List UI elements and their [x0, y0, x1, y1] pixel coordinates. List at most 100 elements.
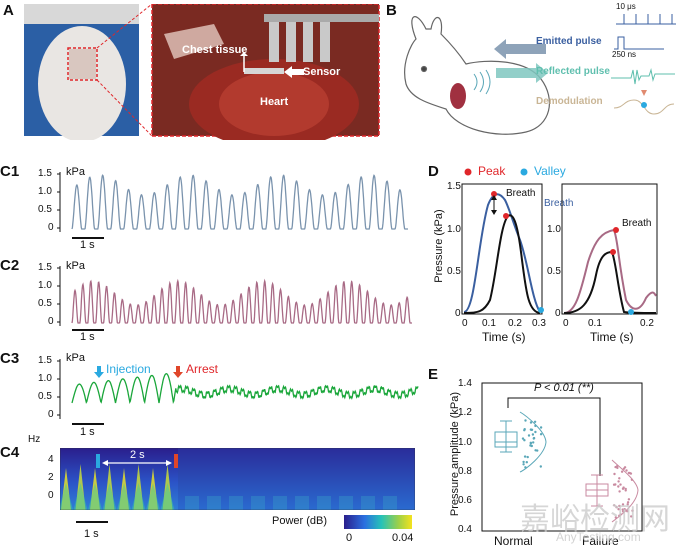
spectrogram-band	[131, 483, 146, 510]
normal-dot	[539, 426, 543, 429]
normal-dot	[539, 465, 542, 468]
label-sensor: Sensor	[303, 66, 341, 78]
d-xtick: 0.2	[508, 318, 522, 329]
normal-dot	[524, 419, 527, 422]
c1-ytick: 1.0	[38, 186, 52, 197]
legend-valley-icon	[520, 168, 528, 176]
c2-ytick: 0	[48, 316, 54, 327]
spectrogram-band	[146, 483, 160, 510]
e-xcat-normal: Normal	[494, 534, 533, 548]
d-breath-left: Breath	[506, 188, 536, 199]
e-xcat-failure: Failure	[582, 534, 619, 548]
failure-dot	[621, 508, 624, 511]
spectrogram-band	[60, 483, 73, 510]
spectrogram-band	[361, 496, 375, 510]
c1-ytick: 1.5	[38, 168, 52, 179]
failure-dot	[626, 501, 630, 504]
label-250ns: 250 ns	[612, 50, 637, 59]
spectrogram-band	[273, 496, 287, 510]
chest-arrow-icon	[240, 52, 248, 72]
normal-dot	[530, 428, 533, 431]
failure-dot	[613, 504, 616, 507]
e-ytick: 1.0	[458, 437, 472, 448]
d-xlabel-left: Time (s)	[482, 330, 526, 344]
c4-ytick: 0	[48, 490, 54, 501]
c3-unit: kPa	[66, 352, 85, 364]
spectrogram-band	[251, 496, 265, 510]
failure-dot	[616, 464, 619, 468]
spectrogram-band	[317, 496, 331, 510]
arrest-label: Arrest	[186, 362, 219, 376]
e-ytick: 1.2	[458, 407, 472, 418]
failure-dot	[616, 466, 619, 470]
d-breath-right: Breath	[622, 218, 652, 229]
d-ytick: 0	[455, 308, 461, 319]
d-right-peak	[613, 227, 619, 233]
e-ytick: 0.6	[458, 495, 472, 506]
injection-label: Injection	[106, 362, 151, 376]
c4-ytick: 4	[48, 454, 54, 465]
watermark-main: 嘉峪检测网	[520, 503, 670, 536]
normal-dot	[531, 433, 535, 436]
normal-dot	[534, 449, 537, 452]
normal-dot	[534, 424, 537, 428]
failure-dot	[620, 470, 624, 473]
failure-dot	[618, 490, 621, 493]
failure-dot	[630, 515, 633, 518]
sensor-arrow-icon	[284, 66, 304, 78]
panel-e-label: E	[428, 366, 439, 383]
normal-dot	[529, 421, 533, 424]
failure-dot	[613, 472, 616, 476]
legend-valley: Valley	[534, 164, 566, 178]
d-xtick: 0.3	[532, 318, 546, 329]
e-pvalue: P < 0.01 (**)	[534, 382, 594, 394]
failure-dot	[631, 509, 634, 512]
c2-ytick: 1.5	[38, 262, 52, 273]
spectrogram-band	[160, 483, 175, 510]
panel-c1-label: C1	[0, 163, 20, 180]
c4-interval-arrow-icon	[96, 454, 178, 468]
normal-dot	[534, 430, 537, 434]
d-ytick: 0.5	[547, 266, 561, 277]
failure-dot	[628, 471, 631, 475]
normal-dot	[521, 437, 525, 440]
c4-colorbar	[344, 515, 412, 529]
c2-trace	[71, 278, 412, 324]
d-xlabel-right: Time (s)	[590, 330, 634, 344]
c2-scale-label: 1 s	[80, 331, 95, 343]
c1-ytick: 0.5	[38, 204, 52, 215]
panel-b-label: B	[386, 2, 397, 19]
normal-dot	[523, 455, 527, 458]
spectrogram-band	[117, 483, 131, 510]
c4-ytick: 2	[48, 472, 54, 483]
normal-dot	[529, 444, 532, 447]
normal-dot	[522, 463, 525, 466]
normal-dot	[523, 428, 526, 431]
c1-trace	[71, 174, 408, 230]
failure-dot	[627, 498, 631, 501]
spectrogram-band	[102, 483, 117, 510]
d-right-mauve-curve	[563, 228, 657, 314]
c2-ytick: 0.5	[38, 298, 52, 309]
e-ytick: 0.8	[458, 466, 472, 477]
normal-dot	[523, 439, 526, 442]
normal-dot	[532, 441, 535, 444]
failure-dot	[624, 489, 627, 492]
failure-dot	[618, 477, 621, 480]
panel-c4-label: C4	[0, 444, 20, 461]
legend-peak-icon	[464, 168, 472, 176]
colorbar-min: 0	[346, 532, 353, 544]
d-ytick: 1.5	[447, 181, 461, 192]
spectrogram-band	[207, 496, 221, 510]
d-ytick: 0.5	[447, 266, 461, 277]
d-xtick: 0	[462, 318, 468, 329]
c2-ytick: 1.0	[38, 280, 52, 291]
legend-peak: Peak	[478, 164, 506, 178]
d-ytick: 1.0	[447, 224, 461, 235]
failure-dot	[625, 469, 628, 472]
normal-dot	[526, 455, 529, 459]
failure-dot	[623, 508, 626, 511]
normal-dot	[529, 441, 532, 444]
